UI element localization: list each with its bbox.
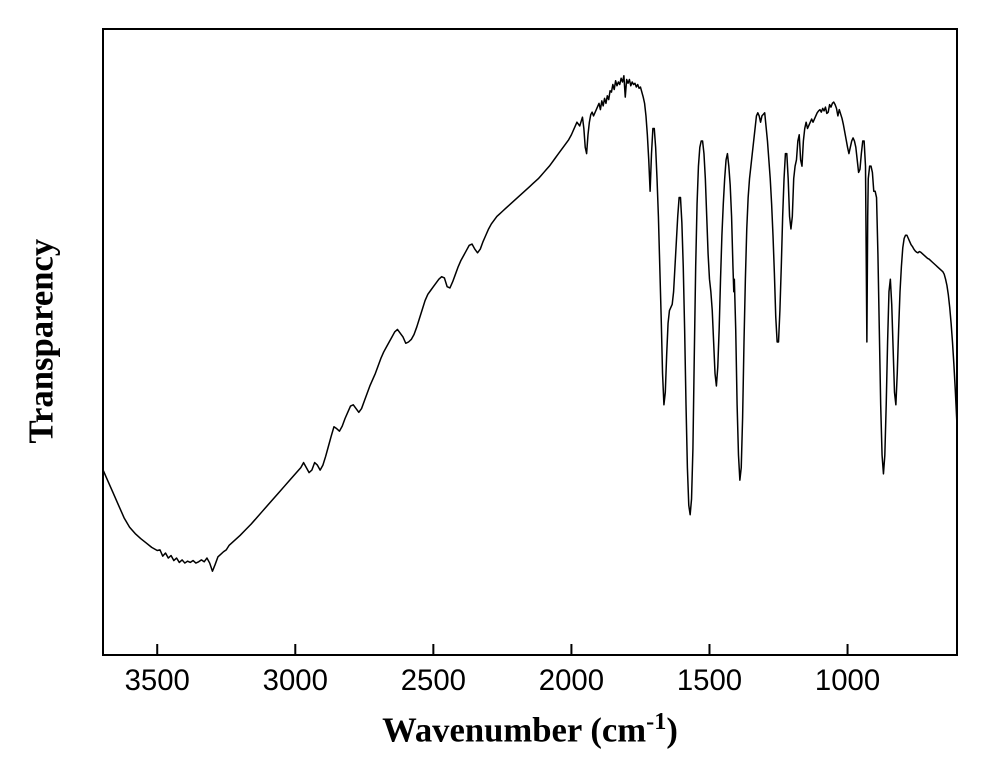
- x-tick-label: 2500: [401, 664, 466, 698]
- y-axis-label: Transparency: [23, 244, 62, 444]
- x-axis-label-pre: Wavenumber (cm: [382, 712, 646, 750]
- ir-spectrum-chart: Transparency Wavenumber (cm-1) 3500 3000 2…: [0, 0, 1000, 782]
- x-tick-label: 3000: [263, 664, 328, 698]
- x-tick-label: 2000: [539, 664, 604, 698]
- axis-box: [103, 29, 957, 655]
- x-ticks: [157, 644, 847, 654]
- plot-area: [102, 28, 958, 656]
- y-axis-label-text: Transparency: [23, 239, 61, 444]
- spectrum-line: [102, 76, 958, 571]
- x-axis-label-sup: -1: [646, 708, 666, 735]
- x-tick-label: 1500: [677, 664, 742, 698]
- x-axis-label: Wavenumber (cm-1): [330, 708, 730, 751]
- x-tick-label: 3500: [125, 664, 190, 698]
- x-axis-label-post: ): [666, 712, 678, 750]
- x-tick-label: 1000: [815, 664, 880, 698]
